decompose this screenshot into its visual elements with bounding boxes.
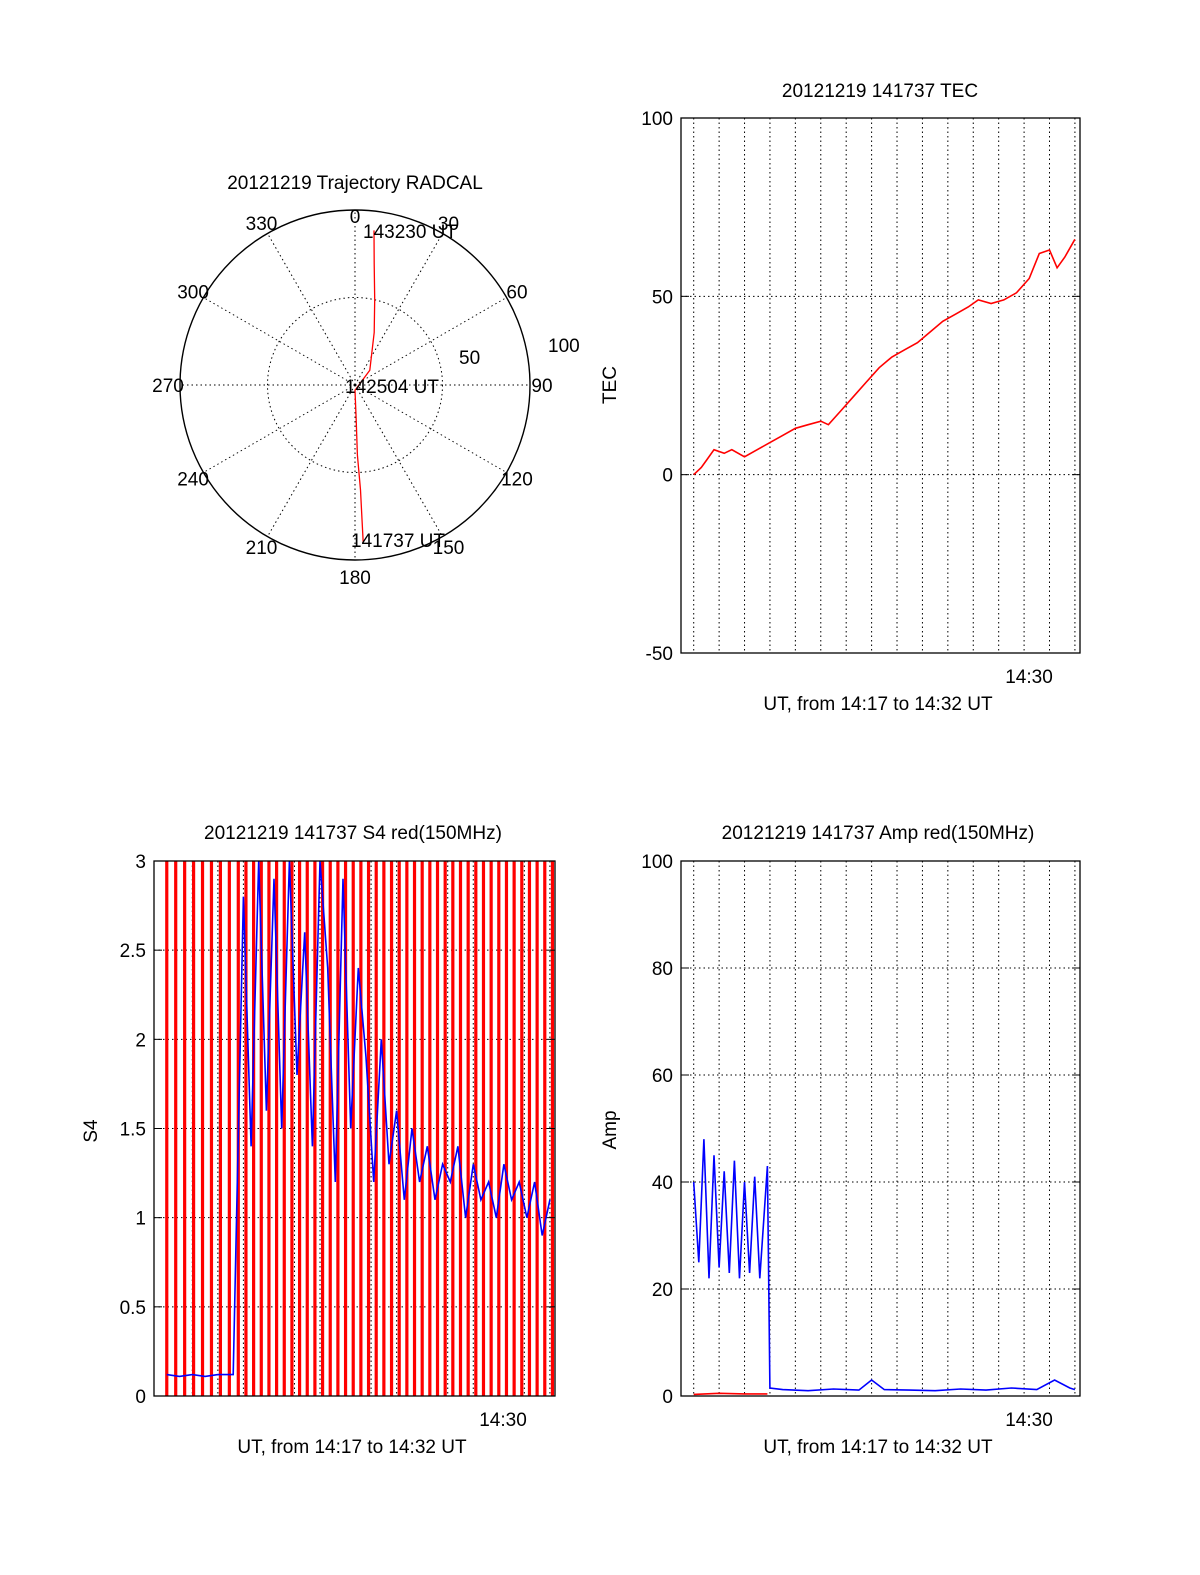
polar-grid-spoke [203,384,356,473]
tec-y-axis-label: TEC [600,366,621,404]
tec-series [693,238,1076,476]
amp-y-axis-label: Amp [600,1110,621,1149]
polar-title: 20121219 Trajectory RADCAL [227,173,483,194]
polar-annotation: 142504 UT [345,377,439,398]
polar-angle-labels: 0 30 60 90 120 150 180 210 240 270 300 330 [152,207,552,589]
polar-grid-spoke [354,233,443,386]
polar-grid [179,209,531,561]
amp-y-ticks: 0 20 40 60 80 100 [641,852,1080,1408]
s4-y-tick-label: 2 [135,1030,146,1051]
polar-annotation: 141737 UT [351,531,445,552]
amp-y-tick-label: 0 [662,1387,673,1408]
polar-angle-label: 150 [433,538,465,559]
polar-angle-label: 0 [350,207,361,228]
polar-panel: 20121219 Trajectory RADCAL 0 30 60 90 120 150… [152,173,580,589]
tec-y-tick-label: -50 [646,644,673,665]
polar-annotation: 143230 UT [363,222,457,243]
amp-blue-line [692,1139,1076,1392]
polar-grid-circle [267,297,443,473]
tec-x-tick-label: 14:30 [1005,667,1053,688]
s4-y-tick-label: 2.5 [120,941,146,962]
polar-angle-label: 240 [177,470,209,491]
tec-red-line [693,238,1076,476]
amp-y-tick-label: 80 [652,959,673,980]
polar-angle-label: 120 [501,470,533,491]
s4-panel: 20121219 141737 S4 red(150MHz) 0 0.5 1 1.5 2… [81,823,556,1458]
amp-y-tick-label: 60 [652,1066,673,1087]
polar-angle-label: 330 [246,214,278,235]
amp-y-tick-label: 100 [641,852,673,873]
tec-x-axis-label: UT, from 14:17 to 14:32 UT [763,694,993,715]
amp-red-line [693,1392,768,1396]
polar-angle-label: 90 [531,376,552,397]
tec-grid [681,118,1080,653]
amp-y-tick-label: 40 [652,1173,673,1194]
trajectory-line [354,230,376,543]
tec-title: 20121219 141737 TEC [782,81,978,102]
polar-angle-label: 30 [438,214,459,235]
s4-y-tick-label: 0 [135,1387,146,1408]
s4-blue-line [166,860,551,1378]
polar-grid-spoke [354,297,507,386]
polar-grid-spoke [267,384,356,537]
polar-angle-label: 180 [339,568,371,589]
s4-y-tick-label: 3 [135,852,146,873]
s4-y-ticks: 0 0.5 1 1.5 2 2.5 3 [120,852,555,1408]
polar-angle-label: 300 [177,283,209,304]
amp-x-axis-label: UT, from 14:17 to 14:32 UT [763,1437,993,1458]
tec-y-tick-label: 0 [662,466,673,487]
s4-y-tick-label: 1 [135,1209,146,1230]
polar-radius-label: 50 [459,348,480,369]
s4-title: 20121219 141737 S4 red(150MHz) [204,823,502,844]
s4-y-axis-label: S4 [81,1119,102,1143]
polar-series [354,230,376,543]
tec-y-tick-label: 100 [641,109,673,130]
tec-y-ticks: -50 0 50 100 [641,109,1080,665]
s4-y-tick-label: 0.5 [120,1298,146,1319]
amp-title: 20121219 141737 Amp red(150MHz) [722,823,1035,844]
polar-angle-label: 270 [152,376,184,397]
amp-plot-frame [680,860,1081,1397]
s4-series [165,860,555,1396]
amp-y-tick-label: 20 [652,1280,673,1301]
polar-angle-label: 60 [506,283,527,304]
amp-panel: 20121219 141737 Amp red(150MHz) 0 20 40 60 8… [600,823,1081,1458]
s4-x-tick-label: 14:30 [479,1410,527,1431]
polar-angle-label: 210 [246,538,278,559]
polar-outer-circle [179,209,531,561]
amp-grid [681,861,1080,1396]
tec-y-tick-label: 50 [652,287,673,308]
polar-radius-label: 100 [548,336,580,357]
tec-plot-frame [680,117,1081,654]
amp-series [692,1139,1076,1396]
amp-x-tick-label: 14:30 [1005,1410,1053,1431]
s4-y-tick-label: 1.5 [120,1120,146,1141]
s4-x-axis-label: UT, from 14:17 to 14:32 UT [237,1437,467,1458]
